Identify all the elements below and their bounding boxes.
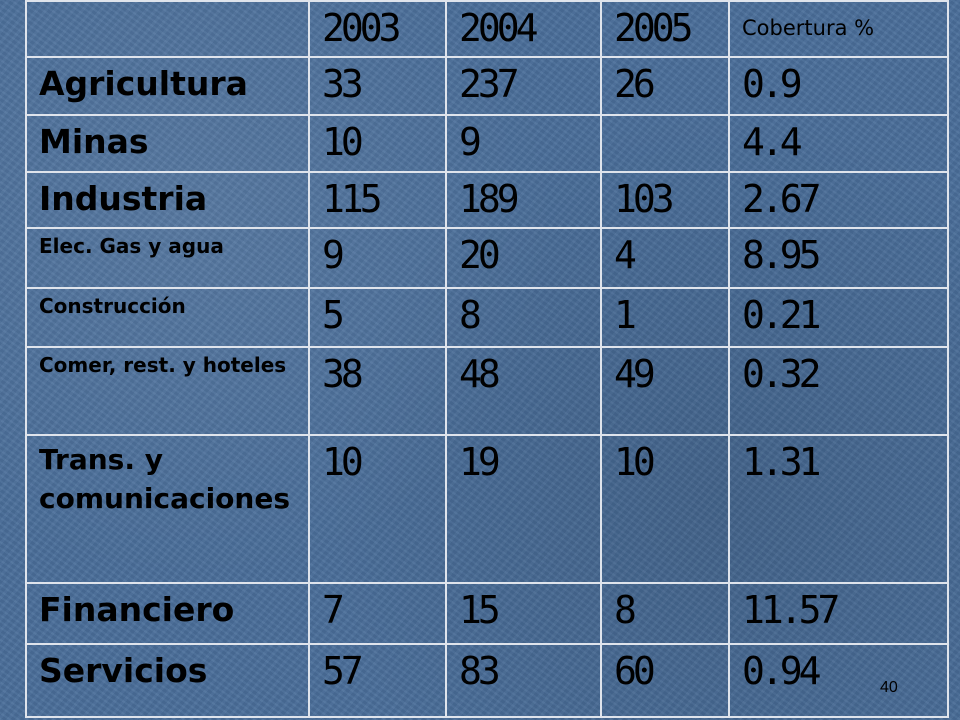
sector-label: Construcción [25,287,310,348]
sector-label: Servicios [25,643,310,718]
sector-label: Elec. Gas y agua [25,227,310,289]
value-2004: 8 [445,287,602,348]
value-2005: 60 [600,643,730,718]
value-2003: 10 [308,114,447,173]
value-2005: 103 [600,171,730,229]
sector-data-table: 2003 2004 2005 Cobertura % Agricultura 3… [25,0,949,718]
value-2003: 5 [308,287,447,348]
value-cobertura: 0.94 [728,643,949,718]
table-row: Servicios 57 83 60 0.94 [25,643,949,718]
value-2003: 10 [308,434,447,584]
table-row: Financiero 7 15 8 11.57 [25,582,949,645]
value-2004: 83 [445,643,602,718]
value-2004: 237 [445,56,602,116]
value-2004: 20 [445,227,602,289]
value-cobertura: 0.32 [728,346,949,436]
table-row: Comer, rest. y hoteles 38 48 49 0.32 [25,346,949,436]
value-cobertura: 0.21 [728,287,949,348]
sector-label: Trans. y comunicaciones [25,434,310,584]
value-cobertura: 11.57 [728,582,949,645]
sector-label: Comer, rest. y hoteles [25,346,310,436]
value-2004: 48 [445,346,602,436]
value-2004: 15 [445,582,602,645]
value-2005: 10 [600,434,730,584]
value-cobertura: 8.95 [728,227,949,289]
sector-label: Financiero [25,582,310,645]
table-row: Industria 115 189 103 2.67 [25,171,949,229]
header-cell-2004: 2004 [445,0,602,58]
header-cell-empty [25,0,310,58]
slide-number: 40 [880,679,898,696]
value-2004: 19 [445,434,602,584]
sector-label: Minas [25,114,310,173]
value-2005: 8 [600,582,730,645]
value-2003: 7 [308,582,447,645]
table-row: Trans. y comunicaciones 10 19 10 1.31 [25,434,949,584]
value-2003: 33 [308,56,447,116]
value-2003: 9 [308,227,447,289]
value-2005: 4 [600,227,730,289]
value-cobertura: 2.67 [728,171,949,229]
table-row: Minas 10 9 4.4 [25,114,949,173]
value-2005: 1 [600,287,730,348]
sector-label: Agricultura [25,56,310,116]
value-2005: 26 [600,56,730,116]
header-cell-2003: 2003 [308,0,447,58]
value-2005 [600,114,730,173]
value-cobertura: 4.4 [728,114,949,173]
header-cell-2005: 2005 [600,0,730,58]
value-cobertura: 1.31 [728,434,949,584]
value-2003: 115 [308,171,447,229]
table-row: Agricultura 33 237 26 0.9 [25,56,949,116]
header-cell-cobertura: Cobertura % [728,0,949,58]
value-2004: 9 [445,114,602,173]
value-2005: 49 [600,346,730,436]
header-row: 2003 2004 2005 Cobertura % [25,0,949,58]
table-row: Elec. Gas y agua 9 20 4 8.95 [25,227,949,289]
sector-label: Industria [25,171,310,229]
value-2004: 189 [445,171,602,229]
value-2003: 57 [308,643,447,718]
value-2003: 38 [308,346,447,436]
value-cobertura: 0.9 [728,56,949,116]
table-row: Construcción 5 8 1 0.21 [25,287,949,348]
